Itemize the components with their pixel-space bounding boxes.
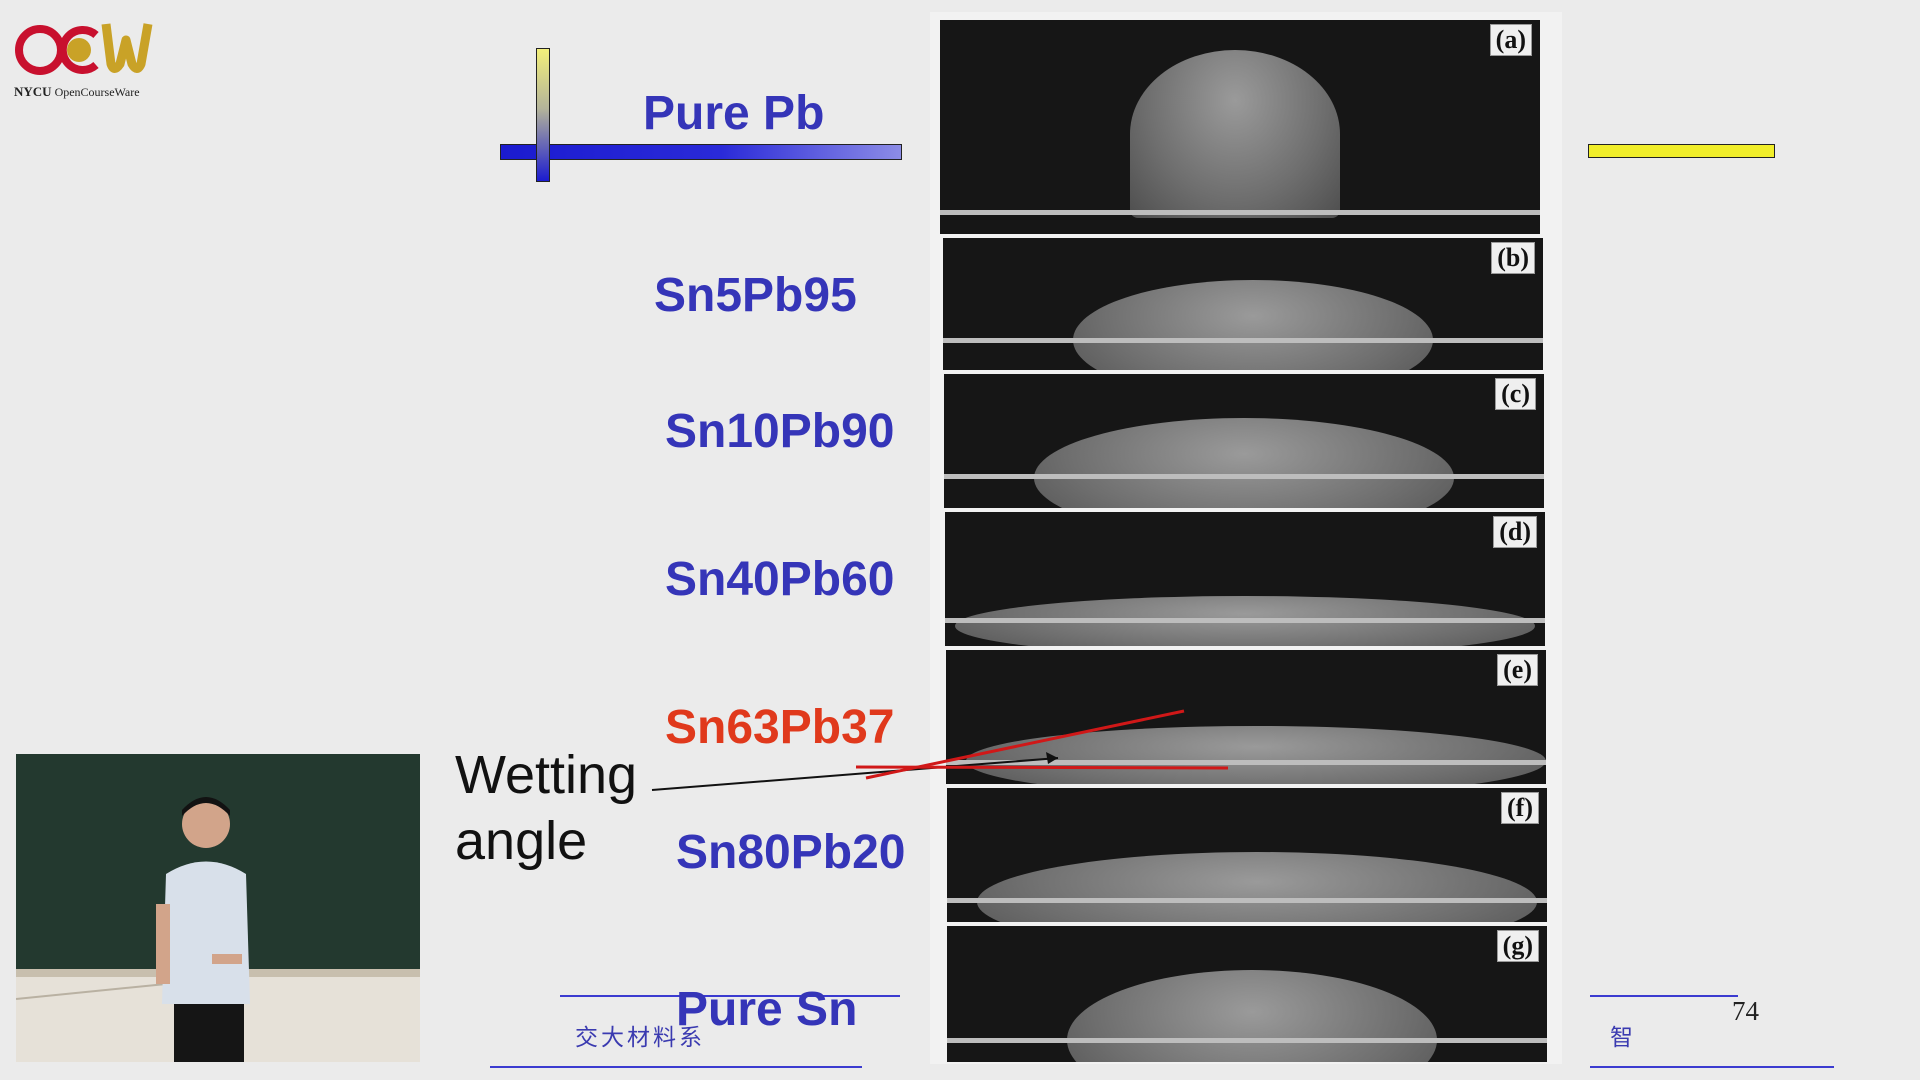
substrate bbox=[940, 210, 1540, 215]
right-accent-bar bbox=[1588, 144, 1775, 158]
footer-department: 交大材料系 bbox=[575, 1025, 705, 1051]
wetting-angle-label: Wetting angle bbox=[455, 745, 638, 871]
alloy-label-pure-pb: Pure Pb bbox=[643, 87, 825, 140]
panel-tag: (f) bbox=[1501, 792, 1539, 824]
arrow-head-icon bbox=[1046, 752, 1058, 764]
photo-panel-a: (a) bbox=[940, 20, 1540, 234]
footer-line-top-left bbox=[560, 995, 900, 997]
substrate bbox=[943, 338, 1543, 343]
lecturer-video-frame bbox=[16, 754, 420, 1062]
drop-tangent-line bbox=[865, 709, 1185, 780]
footer-line-top-right bbox=[1590, 995, 1738, 997]
footer-author: 智 bbox=[1610, 1025, 1636, 1051]
footer-line-bottom-left bbox=[490, 1066, 862, 1068]
panel-tag: (g) bbox=[1496, 930, 1539, 962]
panel-tag: (c) bbox=[1495, 378, 1536, 410]
ocw-logo-mark bbox=[15, 23, 153, 75]
alloy-label-sn63pb37: Sn63Pb37 bbox=[665, 701, 895, 754]
alloy-label-sn40pb60: Sn40Pb60 bbox=[665, 553, 895, 606]
substrate bbox=[947, 898, 1547, 903]
panel-tag: (a) bbox=[1489, 24, 1532, 56]
solder-drop bbox=[1073, 280, 1433, 370]
substrate bbox=[946, 760, 1546, 765]
alloy-label-sn5pb95: Sn5Pb95 bbox=[654, 269, 857, 322]
alloy-label-sn10pb90: Sn10Pb90 bbox=[665, 405, 895, 458]
panel-tag: (e) bbox=[1497, 654, 1538, 686]
title-underline-bar bbox=[500, 144, 902, 160]
panel-tag: (b) bbox=[1491, 242, 1535, 274]
photo-panel-e: (e) bbox=[946, 650, 1546, 784]
photo-panel-b: (b) bbox=[943, 238, 1543, 370]
page-number: 74 bbox=[1732, 996, 1759, 1026]
panel-tag: (d) bbox=[1493, 516, 1537, 548]
footer-line-bottom-right bbox=[1590, 1066, 1834, 1068]
wetting-photo-column: (a) (b) (c) (d) (e) (f) (g) bbox=[930, 12, 1562, 1064]
vertical-accent-bar bbox=[536, 48, 550, 182]
photo-panel-g: (g) bbox=[947, 926, 1547, 1062]
photo-panel-c: (c) bbox=[944, 374, 1544, 508]
alloy-label-pure-sn: Pure Sn bbox=[676, 983, 858, 1036]
alloy-label-sn80pb20: Sn80Pb20 bbox=[676, 826, 906, 879]
ocw-logo: NYCU OpenCourseWare bbox=[14, 18, 174, 103]
lecturer-video[interactable] bbox=[16, 754, 420, 1062]
substrate bbox=[944, 474, 1544, 479]
solder-drop bbox=[1034, 418, 1454, 508]
solder-drop bbox=[1130, 50, 1340, 218]
substrate bbox=[945, 618, 1545, 623]
photo-panel-f: (f) bbox=[947, 788, 1547, 922]
photo-panel-d: (d) bbox=[945, 512, 1545, 646]
logo-caption: NYCU OpenCourseWare bbox=[14, 84, 140, 99]
pointer-line bbox=[651, 757, 1059, 791]
substrate bbox=[947, 1038, 1547, 1043]
